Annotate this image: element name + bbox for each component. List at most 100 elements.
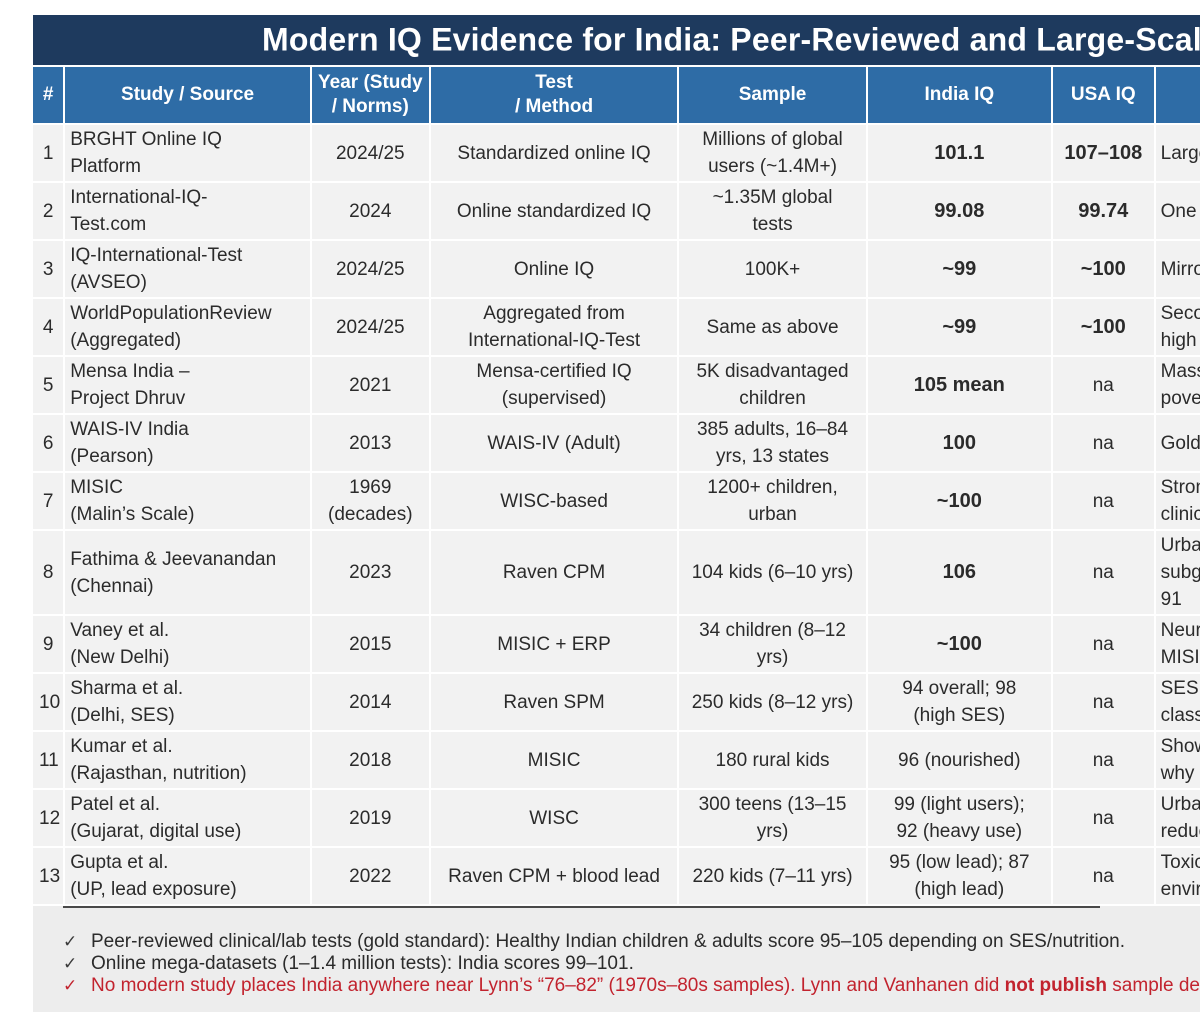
cell-sample: 300 teens (13–15 yrs) (679, 790, 866, 846)
cell-notes: Toxic enviro (1155, 848, 1200, 904)
cell-num: 4 (33, 299, 64, 355)
cell-india_iq: 105 mean (867, 357, 1051, 413)
checkmark-icon: ✓ (63, 954, 78, 973)
cell-sample: 34 children (8–12 yrs) (679, 616, 866, 672)
cell-notes: Stron clinic (1155, 473, 1200, 529)
cell-usa_iq: na (1052, 473, 1154, 529)
cell-sample: 1200+ children, urban (679, 473, 866, 529)
cell-usa_iq: na (1052, 732, 1154, 788)
cell-usa_iq: na (1052, 790, 1154, 846)
cell-test: WAIS-IV (Adult) (430, 415, 678, 471)
cell-year: 2015 (311, 616, 429, 672)
cell-year: 2024 (311, 183, 429, 239)
footnote: ✓ Peer-reviewed clinical/lab tests (gold … (63, 931, 1200, 953)
table-row: 10 Sharma et al. (Delhi, SES) 2014 Raven SP… (33, 674, 1200, 730)
cell-india_iq: ~100 (867, 473, 1051, 529)
cell-sample: 220 kids (7–11 yrs) (679, 848, 866, 904)
table-row: 1 BRGHT Online IQ Platform 2024/25 Standard… (33, 125, 1200, 181)
cell-study: Vaney et al. (New Delhi) (65, 616, 310, 672)
cell-india_iq: 99.08 (867, 183, 1051, 239)
footnote-text: Peer-reviewed clinical/lab tests (gold s… (91, 931, 1125, 952)
cell-study: IQ-International-Test (AVSEO) (65, 241, 310, 297)
cell-notes: Neuro MISIC (1155, 616, 1200, 672)
cell-sample: 385 adults, 16–84 yrs, 13 states (679, 415, 866, 471)
footnotes-list: ✓ Peer-reviewed clinical/lab tests (gold … (33, 906, 1200, 997)
cell-test: Raven CPM (430, 531, 678, 614)
cell-usa_iq: na (1052, 674, 1154, 730)
cell-sample: 100K+ (679, 241, 866, 297)
cell-test: Online standardized IQ (430, 183, 678, 239)
cell-notes: Gold- (1155, 415, 1200, 471)
cell-india_iq: 95 (low lead); 87 (high lead) (867, 848, 1051, 904)
table-header-row: # Study / Source Year (Study / Norms) Test … (33, 67, 1200, 123)
column-header-sample: Sample (679, 67, 866, 123)
cell-test: Standardized online IQ (430, 125, 678, 181)
cell-num: 1 (33, 125, 64, 181)
cell-sample: 5K disadvantaged children (679, 357, 866, 413)
cell-test: Raven CPM + blood lead (430, 848, 678, 904)
divider-line (63, 906, 1100, 908)
cell-study: Sharma et al. (Delhi, SES) (65, 674, 310, 730)
footnote-text: Online mega-datasets (1–1.4 million test… (91, 953, 634, 974)
cell-year: 2018 (311, 732, 429, 788)
cell-usa_iq: na (1052, 357, 1154, 413)
cell-num: 11 (33, 732, 64, 788)
cell-test: Aggregated from International-IQ-Test (430, 299, 678, 355)
cell-usa_iq: na (1052, 848, 1154, 904)
cell-study: Fathima & Jeevanandan (Chennai) (65, 531, 310, 614)
cell-study: International-IQ- Test.com (65, 183, 310, 239)
cell-usa_iq: na (1052, 415, 1154, 471)
cell-study: MISIC (Malin’s Scale) (65, 473, 310, 529)
cell-study: BRGHT Online IQ Platform (65, 125, 310, 181)
cell-usa_iq: na (1052, 616, 1154, 672)
cell-sample: ~1.35M global tests (679, 183, 866, 239)
cell-usa_iq: ~100 (1052, 241, 1154, 297)
column-header-test: Test / Method (430, 67, 678, 123)
iq-evidence-table: # Study / Source Year (Study / Norms) Test … (31, 65, 1200, 906)
cell-notes: Urban reduc (1155, 790, 1200, 846)
cell-num: 13 (33, 848, 64, 904)
table-title-bar: Modern IQ Evidence for India: Peer-Revie… (33, 15, 1200, 65)
cell-sample: Same as above (679, 299, 866, 355)
table-row: 3 IQ-International-Test (AVSEO) 2024/25 Onl… (33, 241, 1200, 297)
cell-num: 6 (33, 415, 64, 471)
cell-notes: Seco high I (1155, 299, 1200, 355)
column-header-notes (1155, 67, 1200, 123)
cell-num: 8 (33, 531, 64, 614)
footnote: ✓ No modern study places India anywhere n… (63, 975, 1200, 997)
table-row: 4 WorldPopulationReview (Aggregated) 2024/… (33, 299, 1200, 355)
cell-study: Kumar et al. (Rajasthan, nutrition) (65, 732, 310, 788)
cell-notes: SES s class (1155, 674, 1200, 730)
cell-year: 2024/25 (311, 241, 429, 297)
column-header-usa_iq: USA IQ (1052, 67, 1154, 123)
cell-year: 2022 (311, 848, 429, 904)
table-row: 9 Vaney et al. (New Delhi) 2015 MISIC + ERP… (33, 616, 1200, 672)
cell-num: 7 (33, 473, 64, 529)
cell-usa_iq: na (1052, 531, 1154, 614)
column-header-india_iq: India IQ (867, 67, 1051, 123)
cell-year: 2023 (311, 531, 429, 614)
cell-india_iq: 94 overall; 98 (high SES) (867, 674, 1051, 730)
cell-year: 2014 (311, 674, 429, 730)
cell-india_iq: 106 (867, 531, 1051, 614)
cell-india_iq: 99 (light users); 92 (heavy use) (867, 790, 1051, 846)
cell-num: 10 (33, 674, 64, 730)
cell-usa_iq: ~100 (1052, 299, 1154, 355)
cell-notes: Mirro (1155, 241, 1200, 297)
cell-num: 9 (33, 616, 64, 672)
cell-india_iq: 101.1 (867, 125, 1051, 181)
cell-usa_iq: 99.74 (1052, 183, 1154, 239)
cell-sample: Millions of global users (~1.4M+) (679, 125, 866, 181)
cell-test: Online IQ (430, 241, 678, 297)
cell-num: 12 (33, 790, 64, 846)
cell-india_iq: ~99 (867, 299, 1051, 355)
cell-test: WISC (430, 790, 678, 846)
cell-year: 2024/25 (311, 299, 429, 355)
cell-test: WISC-based (430, 473, 678, 529)
cell-num: 2 (33, 183, 64, 239)
table-row: 2 International-IQ- Test.com 2024 Online st… (33, 183, 1200, 239)
checkmark-icon: ✓ (63, 976, 78, 995)
cell-india_iq: 96 (nourished) (867, 732, 1051, 788)
cell-sample: 104 kids (6–10 yrs) (679, 531, 866, 614)
